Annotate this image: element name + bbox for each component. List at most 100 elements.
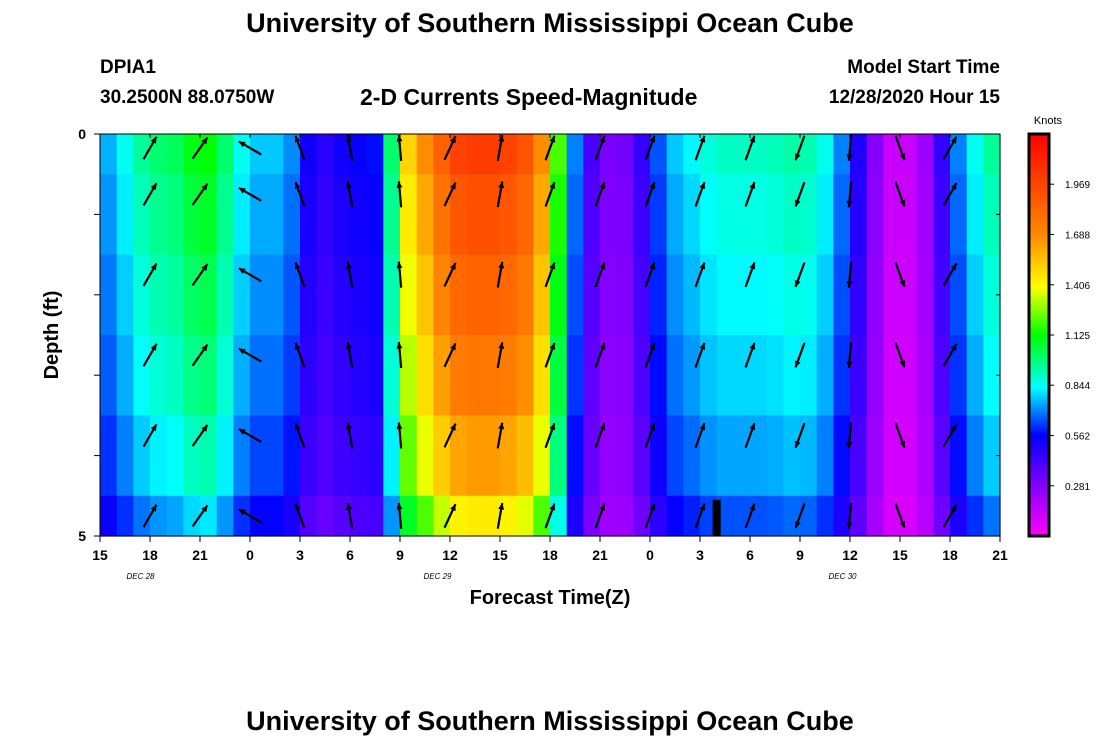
heatmap-cell xyxy=(400,174,418,256)
heatmap-cell xyxy=(433,495,451,537)
heatmap-cell xyxy=(200,174,218,256)
current-arrow xyxy=(142,423,158,448)
heatmap-cell xyxy=(300,495,318,537)
heatmap-cell xyxy=(466,335,484,416)
current-arrow xyxy=(644,181,656,207)
heatmap-cell xyxy=(550,495,568,537)
heatmap-cell xyxy=(200,254,218,336)
heatmap-cell xyxy=(966,174,984,256)
heatmap-cell xyxy=(350,254,368,336)
heatmap-cell xyxy=(666,495,684,537)
heatmap-cell xyxy=(366,254,384,336)
heatmap-cell xyxy=(516,495,534,537)
station-id: DPIA1 xyxy=(100,57,156,78)
heatmap-cell xyxy=(500,254,518,336)
heatmap-cell xyxy=(433,134,451,175)
heatmap-cell xyxy=(783,335,801,416)
heatmap-cell xyxy=(900,174,918,256)
current-arrow xyxy=(694,342,706,368)
heatmap-cell xyxy=(350,134,368,175)
heatmap-cell xyxy=(966,415,984,497)
current-arrow xyxy=(894,262,906,288)
heatmap-cell xyxy=(933,335,951,416)
current-arrow xyxy=(942,423,958,448)
heatmap-cell xyxy=(666,174,684,256)
heatmap-cell xyxy=(450,254,468,336)
heatmap-cell xyxy=(233,174,251,256)
colorbar-tick-label: 1.688 xyxy=(1065,230,1090,241)
heatmap-cell xyxy=(366,495,384,537)
heatmap-cell xyxy=(733,415,751,497)
current-arrow xyxy=(744,342,756,368)
heatmap-cell xyxy=(133,254,151,336)
heatmap-cell xyxy=(916,495,934,537)
x-date-label: DEC 29 xyxy=(423,572,452,581)
heatmap-cell xyxy=(400,495,418,537)
heatmap-cell xyxy=(450,335,468,416)
current-arrow xyxy=(544,135,556,161)
heatmap-cell xyxy=(183,415,201,497)
heatmap-cell xyxy=(566,415,584,497)
heatmap-cell xyxy=(600,134,618,175)
heatmap-cell xyxy=(983,254,1001,336)
heatmap-cell xyxy=(283,174,301,256)
heatmap-cell xyxy=(233,134,251,175)
heatmap-cell xyxy=(983,174,1001,256)
heatmap-cell xyxy=(283,495,301,537)
heatmap-cell xyxy=(250,415,268,497)
heatmap-cell xyxy=(216,335,234,416)
heatmap-cell xyxy=(433,415,451,497)
current-arrow xyxy=(396,422,403,449)
current-arrow xyxy=(294,181,306,207)
heatmap-cell xyxy=(866,335,884,416)
heatmap-cell xyxy=(500,174,518,256)
heatmap-cell xyxy=(166,174,184,256)
x-tick-label: 15 xyxy=(892,547,908,563)
heatmap-cell xyxy=(550,174,568,256)
heatmap-cell xyxy=(816,335,834,416)
current-arrow xyxy=(744,135,756,161)
heatmap-cell xyxy=(150,134,168,175)
heatmap-cell xyxy=(800,495,818,537)
x-axis: 15 18 21 0 3 6 9 12 15 18 21 0 3 6 9 12 15 18 21 DEC 28 DEC … xyxy=(92,134,1008,581)
current-arrow xyxy=(238,347,262,363)
heatmap-cell xyxy=(450,174,468,256)
heatmap-cell xyxy=(116,134,134,175)
heatmap-cell xyxy=(150,415,168,497)
heatmap-cell xyxy=(300,134,318,175)
heatmap-cell xyxy=(950,495,968,537)
heatmap-cell xyxy=(916,335,934,416)
heatmap-cell xyxy=(516,335,534,416)
heatmap-cell xyxy=(400,134,418,175)
heatmap-cell xyxy=(183,134,201,175)
heatmap-cell xyxy=(966,335,984,416)
heatmap-cell xyxy=(283,134,301,175)
heatmap-cell xyxy=(700,415,718,497)
heatmap-cell xyxy=(166,134,184,175)
heatmap-cell xyxy=(166,495,184,537)
current-arrow xyxy=(594,181,606,207)
heatmap-cell xyxy=(416,335,434,416)
x-tick-label: 18 xyxy=(942,547,958,563)
heatmap-cell xyxy=(900,254,918,336)
current-arrow xyxy=(345,502,354,529)
current-arrow xyxy=(694,422,706,449)
heatmap-cell xyxy=(266,495,284,537)
heatmap-cell xyxy=(633,335,651,416)
colorbar-tick-label: 0.562 xyxy=(1065,432,1090,443)
current-arrow xyxy=(644,503,656,529)
x-tick-label: 3 xyxy=(296,547,304,563)
current-arrow xyxy=(942,182,958,207)
heatmap-cell xyxy=(900,335,918,416)
current-arrow xyxy=(191,263,209,286)
heatmap-cell xyxy=(133,174,151,256)
heatmap-cell xyxy=(800,134,818,175)
colorbar-tick-label: 0.281 xyxy=(1065,482,1090,493)
current-arrow xyxy=(345,181,354,208)
current-arrow xyxy=(238,267,262,283)
colorbar-tick-label: 1.406 xyxy=(1065,281,1090,292)
heatmap-cell xyxy=(266,335,284,416)
x-tick-label: 6 xyxy=(346,547,354,563)
heatmap-cell xyxy=(250,174,268,256)
heatmap-cell xyxy=(266,174,284,256)
